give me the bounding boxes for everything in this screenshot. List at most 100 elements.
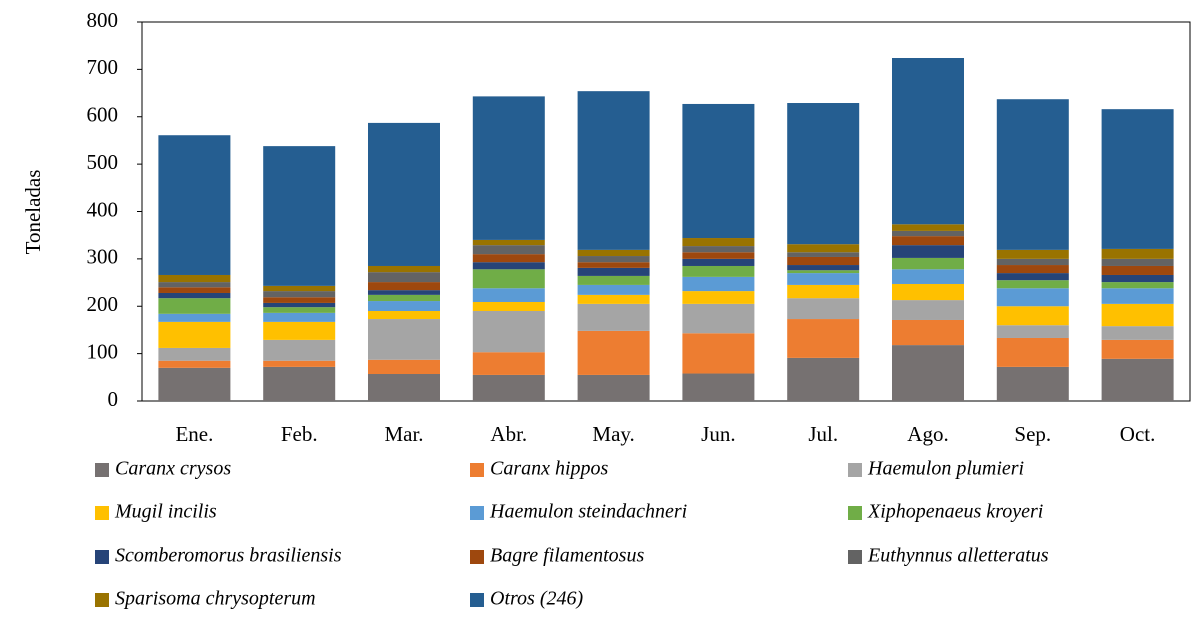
bar-segment bbox=[1101, 248, 1174, 259]
bar-segment bbox=[1101, 282, 1174, 289]
bar-segment bbox=[577, 91, 650, 250]
bar-segment bbox=[577, 284, 650, 295]
x-tick-label: May. bbox=[592, 422, 634, 446]
bar-segment bbox=[368, 359, 440, 374]
y-tick-label: 500 bbox=[87, 150, 119, 174]
y-tick-label: 0 bbox=[108, 387, 119, 411]
bar-segment bbox=[263, 285, 336, 292]
bar-segment bbox=[682, 265, 755, 277]
bar-segment bbox=[158, 135, 231, 275]
bar-segment bbox=[892, 300, 964, 320]
legend-swatch bbox=[470, 593, 484, 607]
y-tick-label: 400 bbox=[87, 197, 119, 221]
bar-segment bbox=[368, 373, 440, 401]
bar-segment bbox=[892, 319, 964, 346]
legend-label: Scomberomorus brasiliensis bbox=[115, 545, 342, 567]
bar-segment bbox=[682, 303, 755, 334]
legend-label: Caranx hippos bbox=[490, 458, 609, 480]
bar-segment bbox=[996, 258, 1069, 266]
bar-segment bbox=[263, 339, 336, 361]
legend-label: Haemulon plumieri bbox=[867, 458, 1024, 480]
bar-segment bbox=[577, 267, 650, 276]
bar-segment bbox=[682, 258, 755, 266]
bar-segment bbox=[996, 99, 1069, 250]
bar-segment bbox=[892, 230, 964, 237]
bar-segment bbox=[368, 294, 440, 302]
bar-segment bbox=[158, 313, 231, 322]
bar-segment bbox=[472, 254, 545, 263]
bar-segment bbox=[577, 275, 650, 285]
bar-segment bbox=[158, 298, 231, 314]
bar-segment bbox=[787, 103, 860, 245]
bar-segment bbox=[263, 366, 336, 401]
bar-segment bbox=[996, 280, 1069, 289]
bar-segment bbox=[996, 306, 1069, 326]
bar-segment bbox=[158, 274, 231, 283]
bar-segment bbox=[368, 301, 440, 311]
bar-segment bbox=[368, 265, 440, 273]
legend: Caranx crysos Caranx hippos Haemulon plumi… bbox=[95, 458, 1049, 610]
bar-segment bbox=[472, 352, 545, 375]
bar-segment bbox=[472, 301, 545, 311]
x-tick-label: Ene. bbox=[175, 422, 213, 446]
bar-segment bbox=[682, 276, 755, 292]
bar-segment bbox=[787, 319, 860, 358]
bar-segment bbox=[682, 238, 755, 247]
bar-segment bbox=[472, 310, 545, 353]
bar-segment bbox=[472, 262, 545, 270]
bar-segment bbox=[577, 249, 650, 257]
x-tick-label: Sep. bbox=[1014, 422, 1051, 446]
bar-segment bbox=[892, 245, 964, 258]
bar-segment bbox=[368, 310, 440, 320]
bar-segment bbox=[996, 366, 1069, 401]
bar-segment bbox=[263, 146, 336, 286]
legend-swatch bbox=[95, 550, 109, 564]
legend-swatch bbox=[848, 463, 862, 477]
y-tick-label: 800 bbox=[87, 8, 119, 32]
bar-segment bbox=[996, 325, 1069, 338]
x-tick-label: Oct. bbox=[1120, 422, 1156, 446]
bar-segment bbox=[682, 246, 755, 253]
bar-segment bbox=[263, 312, 336, 322]
bar-segment bbox=[158, 282, 231, 288]
y-tick-label: 600 bbox=[87, 103, 119, 127]
bar-segment bbox=[472, 96, 545, 240]
bar-segment bbox=[263, 291, 336, 298]
legend-swatch bbox=[95, 506, 109, 520]
legend-swatch bbox=[848, 550, 862, 564]
bar-segment bbox=[263, 297, 336, 303]
bar-segment bbox=[577, 374, 650, 401]
bar-segment bbox=[1101, 109, 1174, 249]
bar-segment bbox=[892, 345, 964, 401]
bar-segment bbox=[787, 244, 860, 253]
bar-segment bbox=[996, 265, 1069, 274]
x-tick-label: Ago. bbox=[907, 422, 948, 446]
bar-segment bbox=[1101, 326, 1174, 340]
bar-segment bbox=[787, 256, 860, 266]
y-axis-label: Toneladas bbox=[21, 170, 45, 255]
y-tick-label: 100 bbox=[87, 339, 119, 363]
bar-segment bbox=[158, 292, 231, 299]
x-tick-label: Mar. bbox=[384, 422, 423, 446]
bar-segment bbox=[472, 245, 545, 255]
legend-label: Xiphopenaeus kroyeri bbox=[867, 501, 1043, 523]
bar-segment bbox=[682, 291, 755, 304]
bar-segment bbox=[368, 290, 440, 295]
bar-segment bbox=[263, 307, 336, 313]
bar-segment bbox=[787, 252, 860, 257]
x-tick-label: Feb. bbox=[281, 422, 318, 446]
bar-segment bbox=[158, 367, 231, 401]
bar-segment bbox=[1101, 303, 1174, 327]
bar-segment bbox=[577, 262, 650, 268]
bar-segment bbox=[472, 374, 545, 401]
legend-label: Sparisoma chrysopterum bbox=[115, 588, 316, 610]
y-tick-label: 200 bbox=[87, 292, 119, 316]
bar-segment bbox=[892, 236, 964, 246]
bar-segment bbox=[1101, 339, 1174, 359]
legend-swatch bbox=[95, 593, 109, 607]
bar-segment bbox=[577, 256, 650, 263]
bar-segment bbox=[158, 347, 231, 361]
bar-segment bbox=[263, 360, 336, 367]
legend-swatch bbox=[470, 506, 484, 520]
bar-segment bbox=[1101, 258, 1174, 266]
